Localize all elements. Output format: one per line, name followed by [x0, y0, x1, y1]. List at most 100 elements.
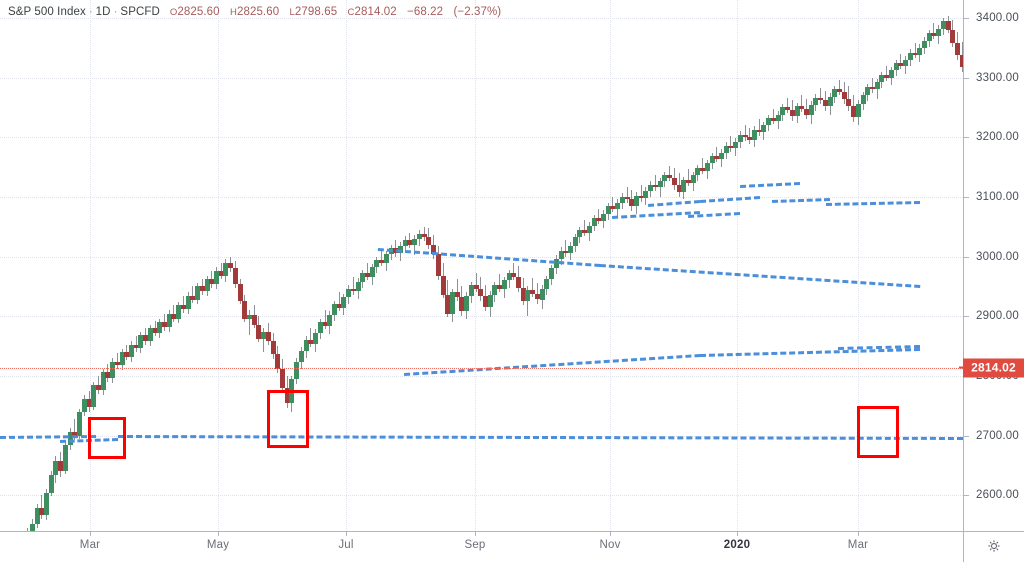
candle-body	[317, 322, 323, 333]
candle-body	[77, 411, 83, 436]
candle-body	[501, 280, 507, 289]
candle-body	[360, 273, 366, 282]
candle-body	[676, 184, 682, 193]
candle-wick	[687, 169, 689, 187]
candle-body	[837, 89, 842, 92]
highlight-box[interactable]	[267, 390, 309, 448]
candle-body	[591, 218, 597, 226]
trendline[interactable]	[826, 201, 921, 206]
trendline[interactable]	[772, 198, 831, 203]
candle-wick	[886, 65, 888, 82]
candle-body	[742, 134, 748, 138]
trendline[interactable]	[648, 200, 701, 207]
candle-wick	[669, 165, 671, 182]
gridline-horizontal	[0, 256, 963, 258]
candle-body	[468, 285, 474, 296]
candle-body	[195, 286, 201, 300]
candle-body	[601, 213, 606, 221]
candle-body	[657, 181, 663, 188]
price-tick	[964, 196, 969, 198]
trendline[interactable]	[740, 182, 801, 188]
candle-body	[209, 279, 215, 284]
candle-body	[827, 96, 833, 107]
chart-plot-area[interactable]	[0, 0, 963, 531]
candle-body	[747, 137, 753, 140]
symbol-name[interactable]: S&P 500 Index	[8, 6, 86, 18]
candle-body	[530, 289, 536, 294]
candle-wick	[338, 292, 340, 312]
interval-label[interactable]: 1D	[95, 6, 111, 18]
time-axis-label: Jul	[338, 539, 354, 551]
candle-body	[91, 385, 97, 407]
candle-body	[435, 254, 441, 276]
candle-wick	[839, 79, 840, 96]
candle-body	[275, 354, 281, 369]
candle-body	[780, 107, 786, 115]
candle-body	[29, 523, 35, 531]
time-tick	[346, 532, 347, 536]
candle-body	[454, 292, 460, 298]
candle-body	[44, 492, 50, 516]
candle-body	[129, 344, 134, 357]
candle-body	[199, 286, 205, 292]
trendline[interactable]	[599, 264, 920, 288]
candle-body	[331, 304, 337, 315]
trendline[interactable]	[404, 354, 701, 376]
candle-body	[832, 89, 838, 97]
candle-body	[265, 331, 271, 342]
candle-body	[539, 288, 545, 300]
candle-body	[322, 322, 328, 326]
candle-body	[449, 292, 455, 314]
trendline[interactable]	[700, 348, 921, 357]
highlight-box[interactable]	[88, 417, 126, 459]
highlight-box[interactable]	[857, 406, 899, 458]
candle-body	[34, 508, 40, 524]
candle-body	[407, 239, 413, 245]
exchange-label[interactable]: SPCFD	[120, 6, 160, 18]
candle-body	[294, 361, 300, 380]
trendline[interactable]	[612, 211, 701, 219]
candle-body	[157, 322, 163, 333]
price-axis-label: 3400.00	[976, 11, 1019, 24]
candle-body	[483, 295, 488, 307]
candle-body	[756, 130, 762, 133]
candle-body	[681, 180, 687, 193]
trendline[interactable]	[117, 435, 963, 440]
time-axis-label: 2020	[723, 539, 751, 551]
candle-wick	[352, 276, 354, 295]
candle-wick	[367, 262, 368, 281]
candle-body	[379, 260, 385, 263]
time-axis[interactable]: Mar May Jul Sep Nov 2020 Mar	[0, 531, 1024, 562]
candle-body	[921, 40, 927, 48]
chart-settings-button[interactable]	[963, 531, 1024, 561]
candle-body	[610, 206, 616, 209]
time-tick	[858, 532, 859, 536]
candle-body	[723, 145, 729, 153]
candle-body	[138, 335, 144, 349]
price-axis[interactable]: 3400.00 3300.00 3200.00 3100.00 3000.00 2900.…	[963, 0, 1024, 531]
candle-body	[185, 295, 191, 310]
candle-wick	[872, 77, 874, 94]
candle-wick	[182, 295, 184, 313]
candle-body	[799, 106, 805, 109]
candle-body	[464, 295, 470, 312]
candle-body	[549, 268, 555, 280]
candle-body	[572, 237, 578, 246]
gridline-vertical	[90, 0, 91, 531]
candle-body	[685, 180, 691, 183]
gridline-horizontal	[0, 196, 963, 198]
candle-body	[874, 82, 880, 90]
candle-body	[478, 288, 484, 296]
time-axis-label: Nov	[599, 539, 621, 551]
axis-divider	[963, 532, 964, 562]
candle-wick	[730, 136, 732, 152]
candle-body	[412, 238, 418, 245]
candle-body	[700, 168, 706, 171]
candle-body	[237, 283, 243, 301]
candle-body	[803, 108, 809, 115]
candle-body	[270, 341, 276, 355]
gridline-vertical	[346, 0, 347, 531]
candle-body	[72, 431, 78, 436]
candle-body	[336, 304, 342, 308]
candle-body	[770, 118, 776, 121]
